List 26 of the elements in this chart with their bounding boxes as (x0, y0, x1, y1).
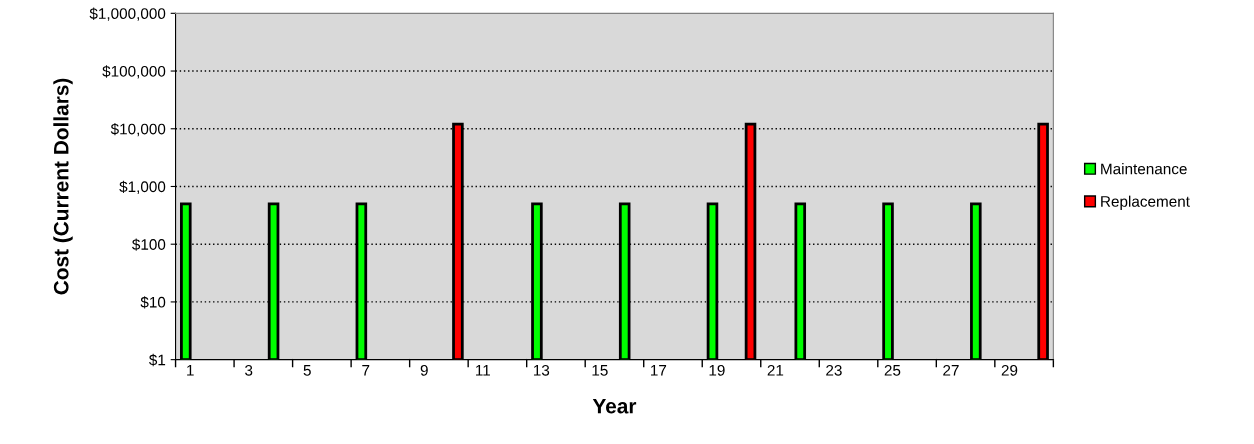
y-axis-title: Cost (Current Dollars) (53, 78, 73, 295)
x-tick-label: 5 (303, 365, 311, 376)
x-tick-label: 3 (245, 364, 253, 376)
y-tick-label: $10,000 (110, 122, 166, 137)
y-tick-label: $100 (132, 238, 166, 251)
legend-label: Replacement (1101, 195, 1190, 210)
x-tick-label: 15 (592, 365, 608, 376)
x-tick-label: 11 (476, 365, 490, 376)
x-tick-label: 19 (709, 364, 725, 376)
x-tick-label: 27 (943, 364, 959, 376)
y-tick-label: $10 (140, 296, 166, 309)
x-tick-label: 29 (1001, 364, 1018, 376)
x-tick-label: 17 (651, 365, 667, 376)
x-tick-label: 7 (362, 365, 370, 376)
x-axis-title: Year (592, 398, 637, 414)
y-tick-label: $1,000 (119, 180, 166, 194)
x-tick-label: 13 (533, 364, 550, 376)
x-tick-label: 23 (826, 364, 842, 376)
y-tick-label: $1 (149, 353, 166, 367)
x-tick-label: 21 (767, 364, 784, 376)
x-tick-label: 9 (420, 364, 428, 376)
y-tick-label: $100,000 (102, 65, 166, 79)
x-tick-label: 1 (187, 365, 194, 376)
legend-label: Maintenance (1101, 163, 1187, 175)
x-tick-label: 25 (884, 364, 901, 376)
y-tick-label: $1,000,000 (89, 7, 166, 21)
